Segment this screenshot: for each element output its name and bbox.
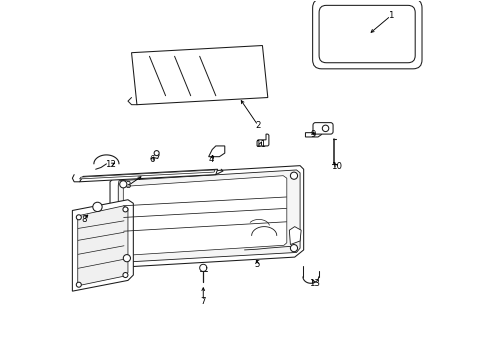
Polygon shape bbox=[80, 169, 217, 182]
Text: 8: 8 bbox=[81, 215, 86, 224]
Text: 9: 9 bbox=[310, 130, 315, 139]
Text: 1: 1 bbox=[387, 11, 393, 20]
Polygon shape bbox=[118, 170, 300, 262]
Polygon shape bbox=[123, 176, 286, 255]
Text: 6: 6 bbox=[149, 155, 155, 164]
Text: 5: 5 bbox=[254, 260, 259, 269]
Polygon shape bbox=[78, 206, 128, 286]
Circle shape bbox=[154, 150, 159, 156]
Polygon shape bbox=[80, 170, 215, 179]
Circle shape bbox=[120, 181, 126, 188]
Circle shape bbox=[122, 207, 128, 212]
Circle shape bbox=[123, 255, 130, 262]
Polygon shape bbox=[208, 146, 224, 157]
Polygon shape bbox=[131, 45, 267, 105]
Circle shape bbox=[76, 282, 81, 287]
FancyBboxPatch shape bbox=[312, 0, 421, 69]
Circle shape bbox=[322, 125, 328, 132]
Text: 10: 10 bbox=[330, 162, 342, 171]
Polygon shape bbox=[257, 134, 268, 146]
Circle shape bbox=[290, 244, 297, 252]
Text: 7: 7 bbox=[200, 297, 205, 306]
Circle shape bbox=[122, 273, 128, 278]
Polygon shape bbox=[289, 226, 301, 244]
FancyBboxPatch shape bbox=[312, 123, 332, 134]
Text: 12: 12 bbox=[105, 161, 116, 170]
Circle shape bbox=[290, 172, 297, 179]
Text: 3: 3 bbox=[125, 181, 130, 190]
FancyBboxPatch shape bbox=[319, 5, 414, 63]
Text: 2: 2 bbox=[255, 121, 260, 130]
Circle shape bbox=[93, 202, 102, 212]
Polygon shape bbox=[72, 200, 133, 291]
Text: 4: 4 bbox=[208, 155, 214, 164]
Polygon shape bbox=[110, 166, 303, 268]
Text: 11: 11 bbox=[254, 140, 265, 149]
Polygon shape bbox=[305, 125, 321, 137]
Circle shape bbox=[76, 215, 81, 220]
Text: 13: 13 bbox=[308, 279, 319, 288]
